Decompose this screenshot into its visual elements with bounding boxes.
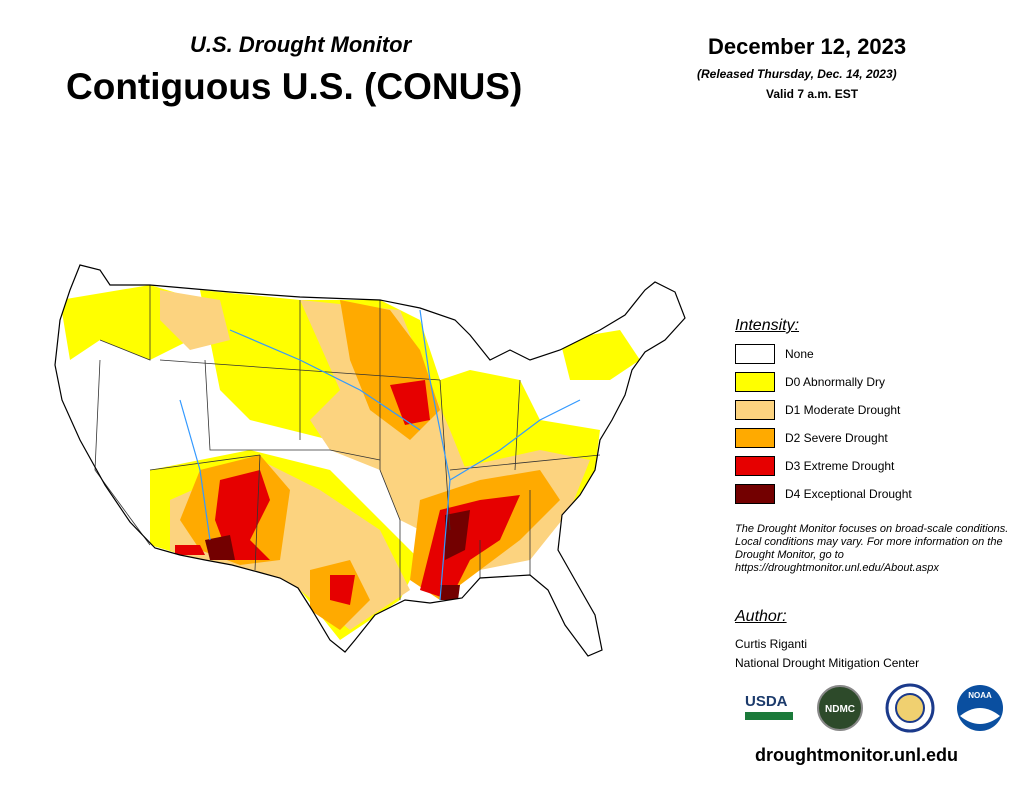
- valid-time: Valid 7 a.m. EST: [766, 87, 859, 101]
- note: The Drought Monitor focuses on broad-sca…: [735, 523, 1009, 574]
- d0-area: [560, 330, 640, 380]
- logo-noaa: NOAA: [968, 691, 992, 700]
- author-name: Curtis Riganti: [735, 637, 808, 651]
- d3-area: [175, 545, 205, 555]
- legend-swatch: [735, 456, 775, 476]
- state-lines: [94, 285, 601, 600]
- url: droughtmonitor.unl.edu: [755, 745, 958, 765]
- d4-area: [205, 535, 235, 560]
- legend-swatch: [735, 484, 775, 504]
- d1-area: [160, 290, 230, 350]
- legend-label: D3 Extreme Drought: [785, 459, 895, 473]
- d3-area: [330, 575, 355, 605]
- date: December 12, 2023: [708, 34, 907, 59]
- legend-label: D0 Abnormally Dry: [785, 375, 886, 389]
- legend-label: D4 Exceptional Drought: [785, 487, 912, 501]
- legend-label: D1 Moderate Drought: [785, 403, 901, 417]
- released: (Released Thursday, Dec. 14, 2023): [697, 67, 897, 81]
- logo-ndmc: NDMC: [825, 704, 855, 715]
- author-title: Author:: [735, 608, 787, 625]
- logos: USDA NDMC NOAA: [745, 683, 1003, 733]
- legend-swatch: [735, 372, 775, 392]
- map: [54, 264, 686, 657]
- d4-area: [445, 510, 470, 560]
- title: Contiguous U.S. (CONUS): [66, 66, 523, 107]
- logo-usda: USDA: [745, 693, 788, 710]
- d4-area: [440, 585, 460, 600]
- subtitle: U.S. Drought Monitor: [190, 32, 412, 57]
- legend-swatch: [735, 428, 775, 448]
- rivers: [179, 309, 581, 601]
- legend-label: D2 Severe Drought: [785, 431, 888, 445]
- drought-areas: [60, 285, 640, 640]
- legend-swatch: [735, 344, 775, 364]
- legend-title: Intensity:: [735, 317, 800, 334]
- author-org: National Drought Mitigation Center: [735, 656, 920, 670]
- legend-label: None: [785, 347, 814, 361]
- legend-swatch: [735, 400, 775, 420]
- d3-area: [390, 380, 430, 425]
